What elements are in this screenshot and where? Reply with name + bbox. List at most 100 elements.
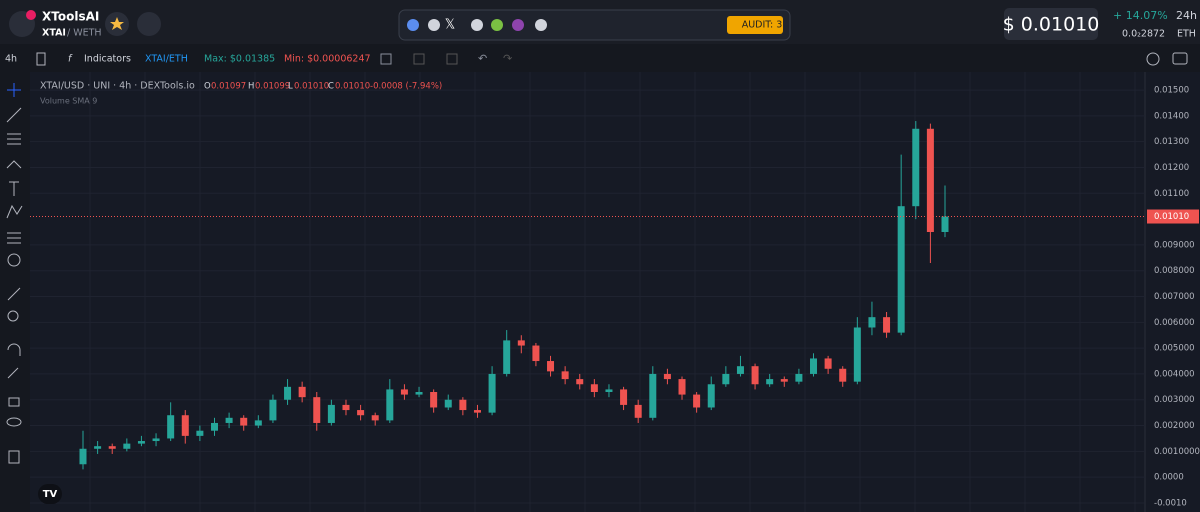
- pattern-tool[interactable]: [6, 204, 23, 219]
- candle-body: [181, 415, 189, 436]
- chain-badge: [26, 10, 36, 20]
- audit-badge[interactable]: [727, 16, 783, 34]
- ohlc-label: C: [328, 82, 334, 92]
- y-tick-label: 0.0000: [1154, 473, 1184, 483]
- candle-body: [488, 373, 496, 413]
- y-tick-label: 0.007000: [1154, 292, 1195, 302]
- camera-icon[interactable]: [1172, 52, 1188, 65]
- settings-icon[interactable]: [1146, 52, 1160, 66]
- link-icon[interactable]: [428, 19, 440, 31]
- candle-body: [824, 358, 832, 369]
- star-icon: [110, 17, 124, 30]
- tool-icon[interactable]: [413, 53, 425, 65]
- link-icon[interactable]: [512, 19, 524, 31]
- text-tool[interactable]: [9, 181, 19, 196]
- candle-body: [590, 384, 598, 392]
- candle-body: [707, 384, 715, 408]
- last-price-box: [1147, 209, 1199, 224]
- links-bar: [398, 9, 791, 41]
- magnet-tool[interactable]: [7, 343, 21, 356]
- tv-logo[interactable]: [38, 484, 62, 504]
- eye-tool[interactable]: [6, 417, 22, 427]
- last-price-label: 0.01010: [1154, 212, 1189, 222]
- measure-tool[interactable]: [7, 232, 21, 244]
- chart-subtitle: Volume SMA 9: [40, 97, 97, 106]
- candle-body: [605, 389, 613, 392]
- candle-body: [517, 340, 525, 346]
- fx-icon[interactable]: f: [68, 54, 73, 65]
- y-tick-label: 0.004000: [1154, 369, 1195, 379]
- candle-body: [473, 410, 481, 413]
- eth-price: 0.0₂2872: [1122, 29, 1165, 40]
- link-icon[interactable]: [491, 19, 503, 31]
- candle-body: [298, 386, 306, 398]
- ohlc-value: 0.01097: [211, 82, 246, 92]
- ohlc-change: -0.0008 (-7.94%): [370, 82, 442, 92]
- lock-tool[interactable]: [8, 397, 20, 407]
- candle-body: [576, 379, 584, 385]
- y-tick-label: 0.008000: [1154, 266, 1195, 276]
- candle-body: [649, 373, 657, 418]
- fib-tool[interactable]: [7, 133, 21, 145]
- candle-body: [415, 392, 423, 395]
- ruler-tool[interactable]: [7, 287, 21, 301]
- ohlc-value: 0.01010: [335, 82, 370, 92]
- audit-text: AUDIT: 3: [742, 20, 783, 31]
- redo-icon[interactable]: ↷: [503, 52, 512, 65]
- price-box: [1004, 8, 1098, 40]
- candle-body: [152, 438, 160, 442]
- price: $ 0.01010: [1003, 14, 1100, 36]
- candle-body: [883, 317, 891, 333]
- candle-body: [371, 415, 379, 421]
- y-tick-label: 0.009000: [1154, 240, 1195, 250]
- favorite-tool[interactable]: [7, 253, 21, 267]
- interval[interactable]: 4h: [5, 54, 17, 65]
- undo-icon[interactable]: ↶: [478, 52, 487, 65]
- candle-body: [663, 373, 671, 380]
- tool-icon[interactable]: [446, 53, 458, 65]
- trash-tool[interactable]: [8, 450, 20, 464]
- candle-body: [459, 399, 467, 411]
- y-tick-label: 0.005000: [1154, 344, 1195, 354]
- toolbar-pair[interactable]: XTAI/ETH: [145, 54, 188, 65]
- candle-body: [634, 404, 642, 418]
- crosshair-tool[interactable]: [7, 83, 21, 97]
- candle-body: [678, 379, 686, 395]
- candle-body: [926, 128, 934, 232]
- lock-draw-tool[interactable]: [7, 367, 19, 379]
- candle-body: [780, 379, 788, 382]
- brush-tool[interactable]: [6, 160, 22, 169]
- candle-body: [722, 373, 730, 385]
- fullscreen-icon[interactable]: [380, 53, 392, 65]
- candle-body: [196, 430, 204, 436]
- candle-body: [751, 366, 759, 385]
- candle-body: [853, 327, 861, 382]
- chart-title: XTAI/USD · UNI · 4h · DEXTools.io: [40, 81, 195, 92]
- candle-type-icon[interactable]: [36, 52, 46, 66]
- candle-body: [532, 345, 540, 362]
- candle-body: [693, 394, 701, 408]
- candle-body: [868, 317, 876, 328]
- more-icon[interactable]: [535, 19, 547, 31]
- y-tick-label: 0.0010000: [1154, 447, 1200, 457]
- candle-body: [839, 368, 847, 382]
- line-tool[interactable]: [6, 107, 22, 123]
- indicators[interactable]: Indicators: [84, 54, 131, 65]
- candle-body: [167, 415, 175, 439]
- candle-body: [240, 417, 248, 426]
- candle-body: [547, 361, 555, 372]
- zoom-tool[interactable]: [7, 310, 19, 322]
- share-button[interactable]: [137, 12, 161, 36]
- candle-body: [736, 366, 744, 374]
- candle-body: [313, 397, 321, 423]
- candle-body: [254, 420, 262, 426]
- link-icon[interactable]: [407, 19, 419, 31]
- x-icon[interactable]: 𝕏: [445, 18, 455, 33]
- link-icon[interactable]: [471, 19, 483, 31]
- candle-body: [137, 441, 145, 444]
- candle-body: [561, 371, 569, 380]
- candle-body: [620, 389, 628, 405]
- candle-body: [269, 399, 277, 421]
